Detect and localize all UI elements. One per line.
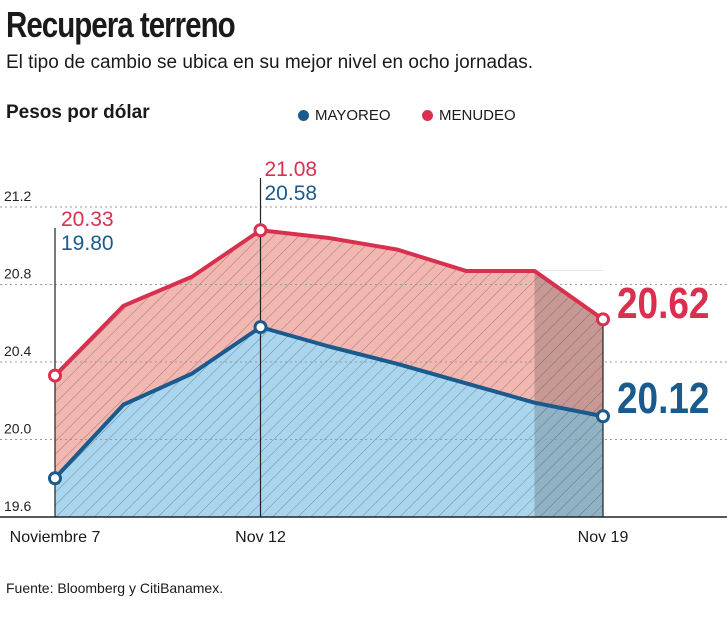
mayoreo-line: [53, 325, 604, 480]
menudeo-point: [596, 312, 610, 327]
y-tick-label: 21.2: [4, 188, 31, 204]
menudeo-label: 21.08: [265, 158, 318, 181]
y-tick-label: 20.8: [4, 266, 31, 282]
legend-mayoreo: MAYOREO: [298, 107, 391, 124]
mayoreo-point: [596, 409, 610, 424]
x-tick-label: Noviembre 7: [10, 529, 101, 546]
menudeo-point: [253, 223, 268, 238]
legend-menudeo-label: MENUDEO: [439, 107, 516, 124]
hatch-overlay: [55, 230, 603, 517]
source-note: Fuente: Bloomberg y CitiBanamex.: [6, 580, 224, 596]
unit-label: Pesos por dólar: [6, 102, 150, 123]
mayoreo-label: 20.12: [617, 373, 709, 423]
legend-mayoreo-label: MAYOREO: [315, 107, 391, 124]
legend-mayoreo-swatch: [298, 110, 309, 121]
legend-menudeo: MENUDEO: [422, 107, 516, 124]
y-tick-label: 20.4: [4, 343, 31, 359]
menudeo-point: [48, 368, 62, 383]
menudeo-label: 20.33: [61, 208, 114, 231]
mayoreo-label: 20.58: [265, 182, 318, 205]
mayoreo-point: [48, 471, 62, 486]
chart-title: Recupera terreno: [6, 4, 236, 45]
legend-menudeo-swatch: [422, 110, 433, 121]
menudeo-label: 20.62: [617, 278, 709, 328]
y-tick-label: 19.6: [4, 498, 31, 514]
menudeo-line: [53, 228, 605, 377]
mayoreo-label: 19.80: [61, 232, 114, 255]
x-tick-label: Nov 19: [578, 529, 629, 546]
y-tick-label: 20.0: [4, 421, 31, 437]
mayoreo-point: [253, 320, 268, 335]
x-tick-label: Nov 12: [235, 529, 286, 546]
chart-subtitle: El tipo de cambio se ubica en su mejor n…: [6, 52, 534, 73]
